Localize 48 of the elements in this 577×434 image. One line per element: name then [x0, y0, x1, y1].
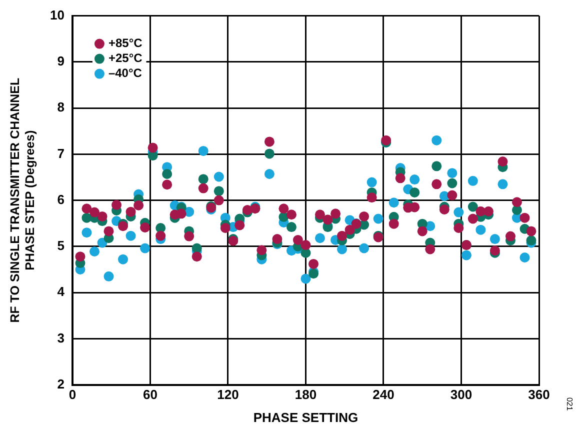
point — [300, 274, 311, 284]
y-tick-label: 4 — [57, 284, 66, 300]
point — [198, 146, 208, 156]
legend-label: –40°C — [108, 66, 142, 80]
point — [82, 228, 92, 238]
point — [337, 244, 348, 254]
point — [432, 135, 442, 146]
legend-label: +25°C — [108, 51, 143, 66]
x-tick-label: 60 — [142, 387, 158, 402]
point — [118, 254, 128, 264]
x-tick-label: 0 — [68, 387, 76, 402]
point — [104, 271, 114, 282]
y-tick-label: 8 — [57, 100, 64, 115]
point — [447, 168, 458, 178]
x-tick-label: 120 — [217, 387, 239, 402]
point — [476, 224, 486, 235]
text: 021 — [564, 397, 574, 412]
y-tick-label: 5 — [57, 238, 64, 254]
y-tick-label: 3 — [57, 330, 64, 346]
point — [490, 234, 500, 244]
point — [89, 246, 100, 256]
point — [373, 214, 384, 224]
legend-label: +85°C — [108, 36, 143, 50]
point — [468, 176, 478, 186]
point — [314, 233, 325, 244]
y-tick-label: 6 — [57, 192, 64, 207]
point — [126, 230, 136, 241]
point — [454, 207, 464, 218]
point — [366, 177, 377, 188]
point — [520, 252, 530, 262]
point — [388, 198, 399, 208]
point — [264, 169, 274, 180]
x-tick-label: 360 — [528, 387, 550, 402]
point — [214, 172, 224, 182]
y-axis-title: RF TO SINGLE TRANSMITTER CHANNEL PHASE STEP (Degrees) — [8, 77, 37, 323]
y-tick-label: 2 — [57, 376, 64, 392]
y-tick-label: 10 — [50, 7, 64, 22]
point — [359, 243, 370, 254]
x-tick-label: 180 — [294, 387, 317, 402]
point — [498, 179, 508, 190]
x-tick-label: 240 — [372, 387, 394, 402]
point — [410, 174, 420, 185]
y-tick-label: 9 — [57, 54, 64, 69]
x-tick-label: 300 — [450, 387, 472, 402]
x-axis-title: PHASE SETTING — [253, 410, 358, 425]
y-tick-label: 7 — [57, 146, 64, 161]
point — [140, 243, 150, 254]
point — [461, 250, 472, 260]
